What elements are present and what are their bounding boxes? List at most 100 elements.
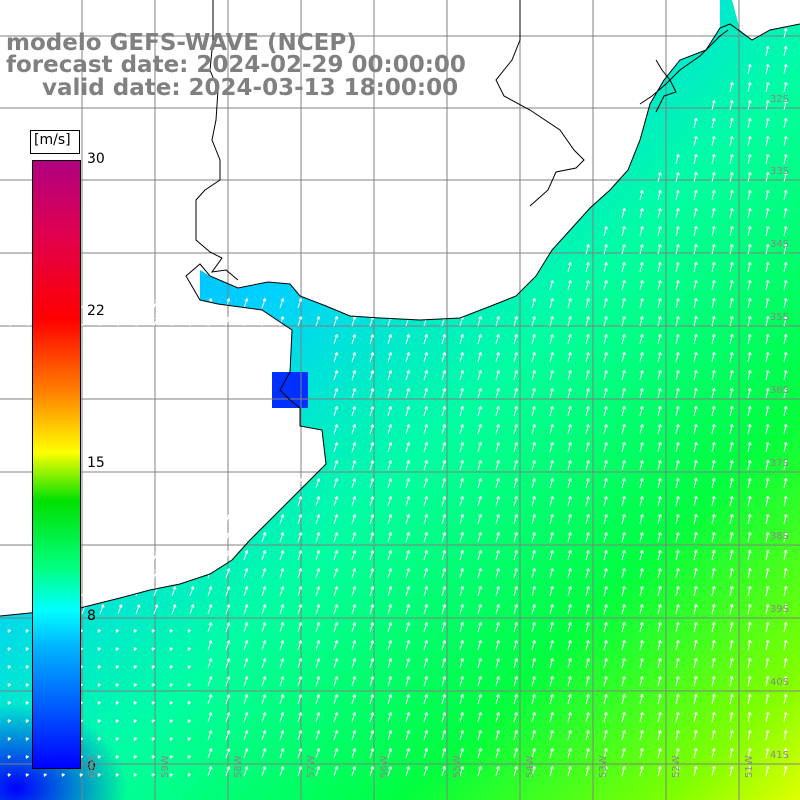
wind-arrow — [207, 748, 213, 759]
wind-arrow — [459, 568, 465, 579]
wind-arrow — [297, 298, 303, 309]
wind-arrow — [477, 316, 483, 327]
wind-arrow — [243, 532, 249, 543]
wind-arrow — [585, 477, 590, 489]
wind-arrow — [765, 369, 770, 381]
wind-arrow — [747, 279, 752, 291]
wind-arrow — [657, 369, 662, 381]
wind-arrow — [747, 621, 752, 633]
wind-arrow — [423, 658, 429, 669]
wind-arrow — [549, 567, 554, 579]
wind-arrow — [783, 135, 788, 147]
wind-arrow — [549, 639, 554, 651]
wind-arrow — [603, 747, 608, 759]
wind-arrow — [531, 568, 536, 579]
wind-arrow — [711, 333, 716, 345]
wind-arrow — [151, 647, 156, 651]
wind-arrow — [387, 640, 393, 651]
wind-arrow — [657, 567, 662, 579]
wind-arrow — [747, 459, 752, 471]
wind-arrow — [765, 729, 770, 741]
wind-arrow — [675, 369, 680, 381]
wind-arrow — [675, 711, 680, 723]
wind-arrow — [567, 423, 572, 435]
colorbar-tick-8: 8 — [87, 608, 96, 624]
wind-arrow — [657, 603, 662, 615]
wind-arrow — [693, 261, 698, 273]
wind-arrow — [783, 639, 788, 651]
wind-arrow — [765, 333, 770, 345]
wind-arrow — [765, 171, 770, 183]
wind-arrow — [639, 495, 644, 507]
wind-arrow — [225, 766, 231, 777]
wind-arrow — [765, 603, 770, 615]
wind-arrow — [693, 603, 698, 615]
wind-arrow — [549, 531, 554, 543]
wind-arrow — [765, 261, 770, 273]
wind-arrow — [729, 495, 734, 507]
wind-arrow — [279, 640, 285, 651]
wind-arrow — [567, 405, 572, 417]
wind-arrow — [441, 406, 447, 417]
wind-arrow — [675, 387, 680, 399]
wind-arrow — [207, 586, 213, 597]
wind-arrow — [405, 604, 411, 615]
wind-arrow — [531, 352, 536, 363]
wind-arrow — [513, 442, 518, 453]
wind-arrow — [639, 351, 644, 363]
wind-arrow — [765, 567, 770, 579]
wind-arrow — [369, 496, 375, 507]
wind-arrow — [423, 460, 429, 471]
wind-arrow — [351, 640, 357, 651]
wind-arrow — [297, 694, 303, 705]
wind-arrow — [477, 586, 483, 597]
wind-arrow — [585, 729, 590, 741]
wind-arrow — [477, 604, 483, 615]
wind-arrow — [297, 532, 303, 543]
wind-arrow — [657, 459, 662, 471]
wind-arrow — [747, 603, 752, 615]
wind-arrow — [351, 514, 357, 525]
wind-arrow — [675, 603, 680, 615]
wind-arrow — [621, 603, 626, 615]
wind-arrow — [333, 370, 339, 381]
wind-arrow — [549, 459, 554, 471]
wind-arrow — [513, 658, 518, 669]
wind-arrow — [225, 658, 231, 669]
wind-arrow — [711, 441, 716, 453]
wind-arrow — [621, 585, 626, 597]
wind-arrow — [747, 117, 752, 129]
wind-arrow — [115, 647, 120, 651]
wind-arrow — [639, 639, 644, 651]
wind-arrow — [765, 531, 770, 543]
wind-arrow — [261, 604, 267, 615]
wind-arrow — [279, 514, 285, 525]
wind-arrow — [477, 730, 483, 741]
wind-arrow — [711, 675, 716, 687]
wind-arrow — [783, 261, 788, 273]
wind-arrow — [315, 730, 321, 741]
wind-arrow — [729, 189, 734, 201]
wind-arrow — [693, 207, 698, 219]
wind-arrow — [729, 243, 734, 255]
title-valid-date: valid date: 2024-03-13 18:00:00 — [42, 75, 459, 101]
wind-arrow — [171, 604, 177, 615]
wind-arrow — [657, 387, 662, 399]
wind-arrow — [477, 442, 483, 453]
wind-arrow — [513, 550, 518, 561]
colorbar-tick-0: 0 — [87, 759, 96, 775]
wind-arrow — [549, 711, 554, 723]
wind-arrow — [297, 586, 303, 597]
wind-arrow — [61, 773, 66, 777]
wind-arrow — [423, 316, 429, 327]
wind-arrow — [405, 568, 411, 579]
wind-arrow — [115, 773, 120, 777]
title-model: modelo GEFS-WAVE (NCEP) — [6, 30, 357, 56]
wind-arrow — [333, 586, 339, 597]
wind-arrow — [585, 603, 590, 615]
wind-arrow — [261, 298, 267, 309]
wind-arrow — [657, 513, 662, 525]
wind-arrow — [423, 514, 429, 525]
wind-arrow — [621, 459, 626, 471]
wind-arrow — [133, 629, 138, 633]
